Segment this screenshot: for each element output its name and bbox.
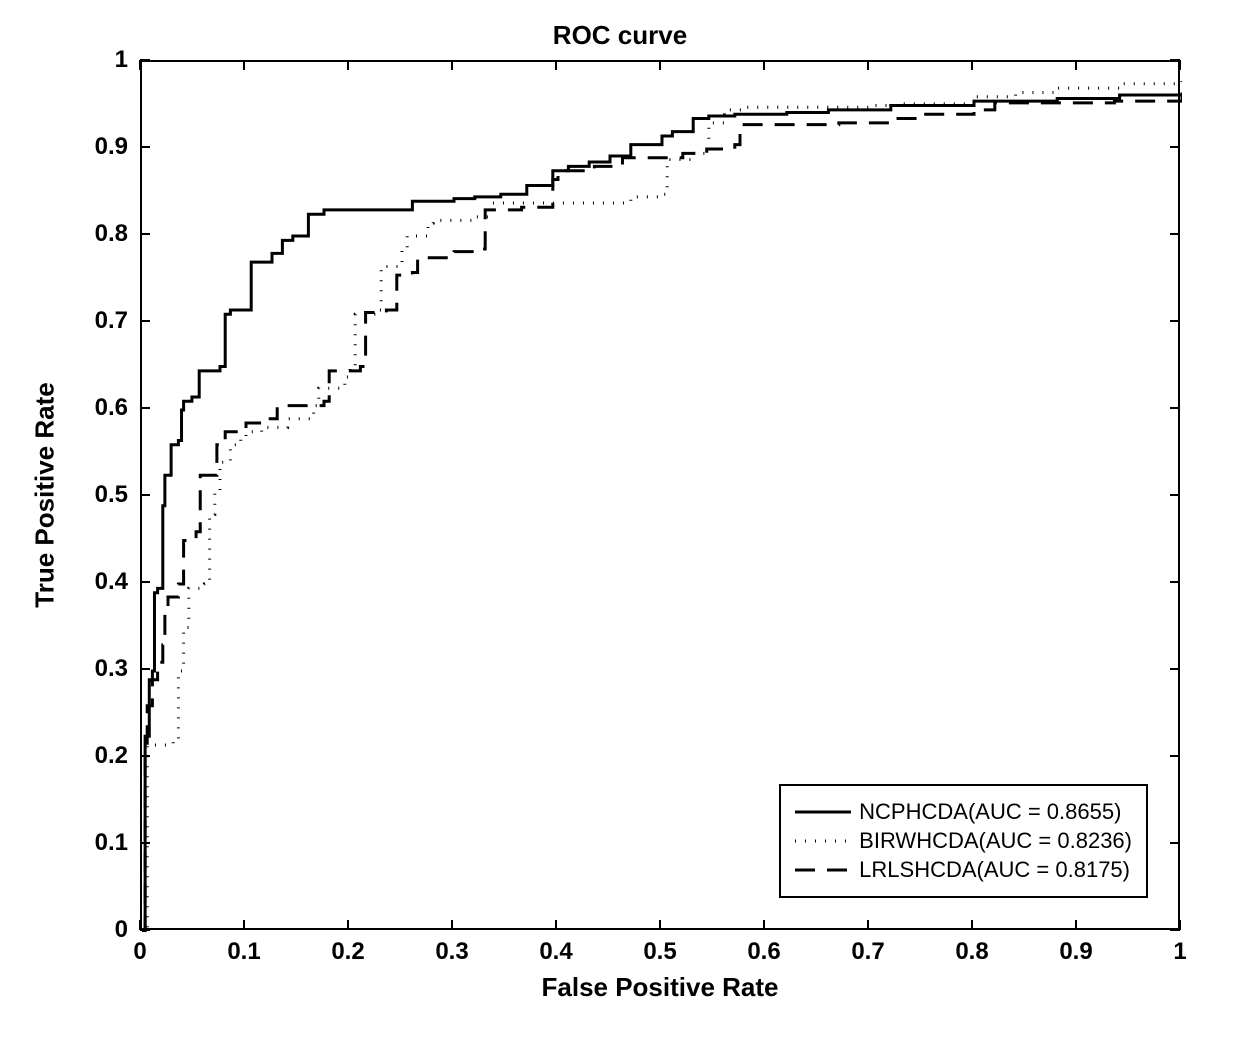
y-tick-label: 0.8 [95,220,128,248]
x-tick-mark [451,920,453,930]
legend-box: NCPHCDA(AUC = 0.8655) BIRWHCDA(AUC = 0.82… [779,784,1148,898]
x-tick-mark [243,60,245,70]
y-tick-label: 0.2 [95,742,128,770]
y-tick-label: 0.4 [95,568,128,596]
y-tick-label: 1 [115,46,128,74]
y-tick-mark [140,755,150,757]
legend-item: BIRWHCDA(AUC = 0.8236) [795,828,1132,854]
y-tick-label: 0.5 [95,481,128,509]
legend-label: NCPHCDA(AUC = 0.8655) [859,799,1121,825]
x-tick-mark [971,60,973,70]
y-tick-mark [1170,59,1180,61]
x-tick-label: 0.4 [539,938,572,966]
y-tick-mark [140,233,150,235]
y-tick-mark [140,581,150,583]
y-tick-mark [140,842,150,844]
x-tick-mark [659,60,661,70]
x-tick-mark [1075,920,1077,930]
x-tick-label: 0 [133,938,146,966]
x-tick-label: 1 [1173,938,1186,966]
x-tick-label: 0.9 [1059,938,1092,966]
y-tick-mark [1170,668,1180,670]
y-tick-mark [1170,407,1180,409]
y-tick-mark [140,146,150,148]
legend-item: LRLSHCDA(AUC = 0.8175) [795,857,1132,883]
y-tick-mark [140,320,150,322]
legend-swatch [795,802,851,822]
plot-area: NCPHCDA(AUC = 0.8655) BIRWHCDA(AUC = 0.82… [140,60,1180,930]
y-tick-mark [140,407,150,409]
x-tick-mark [555,920,557,930]
legend-swatch [795,860,851,880]
y-tick-label: 0.3 [95,655,128,683]
y-tick-label: 0.6 [95,394,128,422]
y-tick-label: 0.9 [95,133,128,161]
x-tick-mark [867,920,869,930]
x-tick-label: 0.3 [435,938,468,966]
y-tick-mark [140,59,150,61]
x-tick-mark [971,920,973,930]
x-tick-mark [763,920,765,930]
x-tick-mark [139,60,141,70]
y-tick-mark [1170,929,1180,931]
x-tick-label: 0.2 [331,938,364,966]
x-tick-mark [659,920,661,930]
legend-label: LRLSHCDA(AUC = 0.8175) [859,857,1130,883]
legend-label: BIRWHCDA(AUC = 0.8236) [859,828,1132,854]
y-tick-mark [140,929,150,931]
x-tick-mark [1075,60,1077,70]
legend-swatch [795,831,851,851]
y-tick-mark [140,668,150,670]
x-tick-mark [1179,60,1181,70]
x-tick-label: 0.5 [643,938,676,966]
y-tick-mark [1170,581,1180,583]
x-tick-mark [243,920,245,930]
y-tick-label: 0.7 [95,307,128,335]
x-tick-mark [555,60,557,70]
x-tick-mark [867,60,869,70]
x-axis-label: False Positive Rate [140,972,1180,1003]
x-tick-label: 0.1 [227,938,260,966]
y-tick-mark [140,494,150,496]
y-tick-mark [1170,755,1180,757]
x-tick-label: 0.6 [747,938,780,966]
y-tick-mark [1170,842,1180,844]
y-axis-label: True Positive Rate [30,382,61,607]
x-tick-label: 0.7 [851,938,884,966]
legend-item: NCPHCDA(AUC = 0.8655) [795,799,1132,825]
x-tick-label: 0.8 [955,938,988,966]
roc-figure: ROC curve NCPHCDA(AUC = 0.8655) BIRWHCDA(… [0,0,1240,1037]
y-tick-label: 0 [115,916,128,944]
y-tick-label: 0.1 [95,829,128,857]
x-tick-mark [347,60,349,70]
y-tick-mark [1170,494,1180,496]
chart-title: ROC curve [0,20,1240,51]
x-tick-mark [347,920,349,930]
y-tick-mark [1170,320,1180,322]
x-tick-mark [451,60,453,70]
y-tick-mark [1170,233,1180,235]
y-tick-mark [1170,146,1180,148]
x-tick-mark [763,60,765,70]
